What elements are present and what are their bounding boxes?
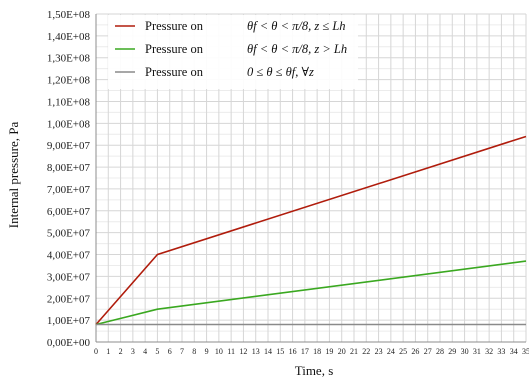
- x-tick-label: 5: [155, 347, 159, 356]
- y-tick-label: 2,00E+07: [47, 293, 91, 305]
- x-tick-label: 27: [424, 347, 432, 356]
- legend-condition-2: θf < θ < π/8, z > Lh: [247, 42, 347, 56]
- x-tick-label: 25: [399, 347, 407, 356]
- x-tick-label: 16: [289, 347, 297, 356]
- x-tick-label: 18: [313, 347, 321, 356]
- y-axis-title: Internal pressure, Pa: [6, 122, 21, 229]
- legend: Pressure on θf < θ < π/8, z ≤ Lh Pressure …: [108, 15, 358, 89]
- legend-box: [108, 15, 358, 89]
- x-tick-label: 24: [387, 347, 395, 356]
- x-tick-label: 9: [205, 347, 209, 356]
- legend-condition-3: 0 ≤ θ ≤ θf, ∀z: [247, 65, 314, 79]
- series-lines: [95, 135, 527, 326]
- x-tick-label: 33: [497, 347, 505, 356]
- series-line-1: [95, 135, 527, 326]
- x-tick-label: 3: [131, 347, 135, 356]
- x-tick-label: 29: [448, 347, 456, 356]
- x-tick-label: 10: [215, 347, 223, 356]
- y-tick-label: 1,20E+08: [47, 75, 91, 87]
- x-tick-label: 7: [180, 347, 184, 356]
- y-tick-label: 8,00E+07: [47, 162, 91, 174]
- x-tick-label: 15: [276, 347, 284, 356]
- x-tick-label: 14: [264, 347, 272, 356]
- y-tick-label: 1,30E+08: [47, 53, 91, 65]
- y-tick-label: 9,00E+07: [47, 140, 91, 152]
- y-tick-label: 7,00E+07: [47, 184, 91, 196]
- x-tick-label: 13: [252, 347, 260, 356]
- x-tick-label: 11: [227, 347, 235, 356]
- x-tick-label: 12: [239, 347, 247, 356]
- x-tick-label: 4: [143, 347, 147, 356]
- x-tick-label: 22: [362, 347, 370, 356]
- y-tick-label: 1,10E+08: [47, 96, 91, 108]
- legend-label-1: Pressure on: [145, 19, 204, 33]
- x-tick-label: 19: [325, 347, 333, 356]
- x-tick-label: 0: [94, 347, 98, 356]
- y-tick-label: 4,00E+07: [47, 250, 91, 262]
- x-tick-label: 6: [168, 347, 172, 356]
- axes: [95, 14, 526, 343]
- y-tick-label: 1,40E+08: [47, 31, 91, 43]
- y-tick-label: 1,00E+07: [47, 315, 91, 327]
- legend-condition-1: θf < θ < π/8, z ≤ Lh: [247, 19, 346, 33]
- legend-label-3: Pressure on: [145, 65, 204, 79]
- x-tick-label: 17: [301, 347, 309, 356]
- y-tick-label: 6,00E+07: [47, 206, 91, 218]
- x-tick-label: 2: [119, 347, 123, 356]
- x-tick-label: 31: [473, 347, 481, 356]
- x-tick-label: 34: [510, 347, 518, 356]
- x-tick-label: 32: [485, 347, 493, 356]
- y-tick-label: 0,00E+00: [47, 337, 91, 349]
- x-tick-label: 23: [375, 347, 383, 356]
- y-tick-label: 1,00E+08: [47, 118, 91, 130]
- x-tick-label: 30: [461, 347, 469, 356]
- x-tick-label: 26: [411, 347, 419, 356]
- x-tick-label: 21: [350, 347, 358, 356]
- y-tick-label: 5,00E+07: [47, 228, 91, 240]
- x-tick-label: 8: [192, 347, 196, 356]
- series-line-2: [95, 260, 527, 326]
- y-tick-label: 3,00E+07: [47, 271, 91, 283]
- y-tick-label: 1,50E+08: [47, 9, 91, 21]
- x-tick-label: 35: [522, 347, 529, 356]
- legend-label-2: Pressure on: [145, 42, 204, 56]
- x-tick-label: 20: [338, 347, 346, 356]
- x-axis-title: Time, s: [295, 363, 334, 378]
- x-tick-label: 28: [436, 347, 444, 356]
- tick-labels: 0,00E+00 1,00E+07 2,00E+07 3,00E+07 4,00E+07…: [47, 9, 529, 356]
- x-tick-label: 1: [106, 347, 110, 356]
